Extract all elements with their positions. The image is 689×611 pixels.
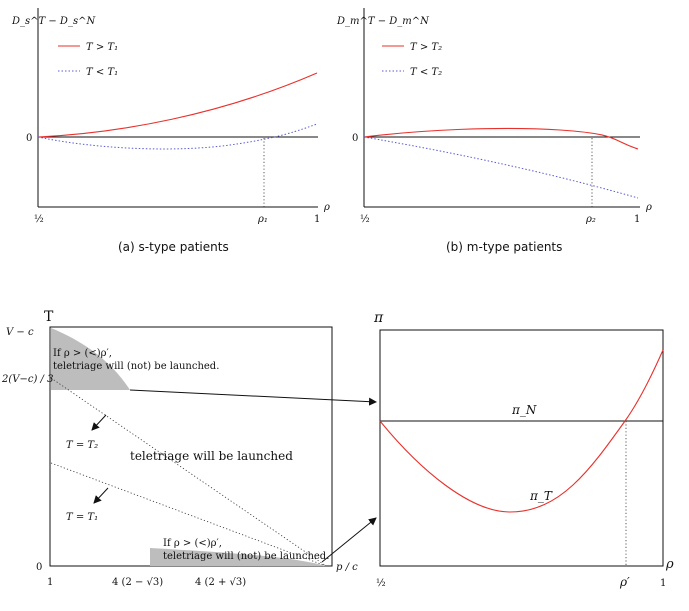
shaded-region-top: [51, 328, 130, 390]
arrow-t1: [93, 487, 109, 504]
y-axis-label: π: [373, 310, 384, 326]
line-t1: [50, 462, 327, 567]
legend-blue-label: T < T₁: [86, 67, 118, 78]
zero-tick: 0: [26, 133, 32, 144]
region-note-bottom-line2: teletriage will (not) be launched.: [163, 551, 329, 562]
panel-c-region: T V − c 2(V−c) / 3 0 If ρ > (<)ρ′, telet…: [1, 309, 358, 588]
y-tick-v-minus-c: V − c: [6, 327, 34, 338]
legend-red-label: T > T₂: [410, 42, 442, 53]
zero-tick: 0: [352, 133, 358, 144]
x-tick-one: 1: [634, 214, 640, 225]
x-tick-one: 1: [47, 577, 53, 588]
center-note: teletriage will be launched: [130, 449, 293, 463]
panel-b-m-type: D_m^T − D_m^N T > T₂ T < T₂ 0 ½ ρ₂ 1 ρ (…: [336, 8, 652, 254]
y-axis-label: D_m^T − D_m^N: [336, 16, 430, 27]
line-t2: [50, 377, 327, 567]
x-tick-4-2-plus-root3: 4 (2 + √3): [195, 577, 246, 588]
region-note-bottom-line1: If ρ > (<)ρ′,: [163, 538, 222, 549]
x-tick-rho2: ρ₂: [585, 214, 596, 225]
region-note-top-line1: If ρ > (<)ρ′,: [53, 348, 112, 359]
connector-arrow-bottom: [321, 517, 377, 563]
y-axis-label: D_s^T − D_s^N: [11, 16, 96, 27]
x-tick-4-2-minus-root3: 4 (2 − √3): [112, 577, 163, 588]
caption-a: (a) s-type patients: [118, 240, 229, 254]
curve-t-below-t1: [37, 123, 318, 150]
x-tick-p-over-c: p / c: [336, 562, 358, 573]
x-tick-one: 1: [660, 578, 666, 589]
y-axis-label: T: [44, 309, 54, 325]
y-tick-two-thirds: 2(V−c) / 3: [1, 374, 53, 385]
legend-blue-label: T < T₂: [410, 67, 442, 78]
x-tick-rho1: ρ₁: [257, 214, 268, 225]
connector-arrow-top: [129, 389, 377, 406]
curve-t-above-t1: [37, 72, 318, 138]
legend-red-label: T > T₁: [86, 42, 118, 53]
x-tick-half: ½: [360, 214, 370, 225]
panel-d-profit: π ρ π_N π_T ½ ρ′ 1: [373, 310, 674, 589]
pi-t-label: π_T: [529, 489, 553, 503]
caption-b: (b) m-type patients: [446, 240, 562, 254]
shaded-region-bottom: [150, 548, 326, 566]
curve-t-above-t2: [363, 127, 639, 150]
x-tick-half: ½: [34, 214, 44, 225]
label-t-equals-t2: T = T₂: [66, 440, 98, 451]
pi-t-curve: [379, 349, 664, 513]
pi-n-label: π_N: [511, 403, 537, 417]
x-tick-one: 1: [314, 214, 320, 225]
x-axis-label: ρ: [323, 202, 330, 213]
plot-frame: [379, 329, 664, 567]
arrow-t2: [91, 414, 107, 431]
y-tick-zero: 0: [36, 562, 42, 573]
x-tick-rho-prime: ρ′: [619, 575, 630, 589]
x-tick-half: ½: [376, 578, 386, 589]
curve-t-below-t2: [363, 136, 639, 199]
x-axis-label: ρ: [645, 202, 652, 213]
region-note-top-line2: teletriage will (not) be launched.: [53, 361, 219, 372]
panel-a-s-type: D_s^T − D_s^N T > T₁ T < T₁ 0 ½ ρ₁ 1 ρ (…: [11, 8, 330, 254]
x-axis-label: ρ: [665, 557, 674, 572]
label-t-equals-t1: T = T₁: [66, 512, 98, 523]
